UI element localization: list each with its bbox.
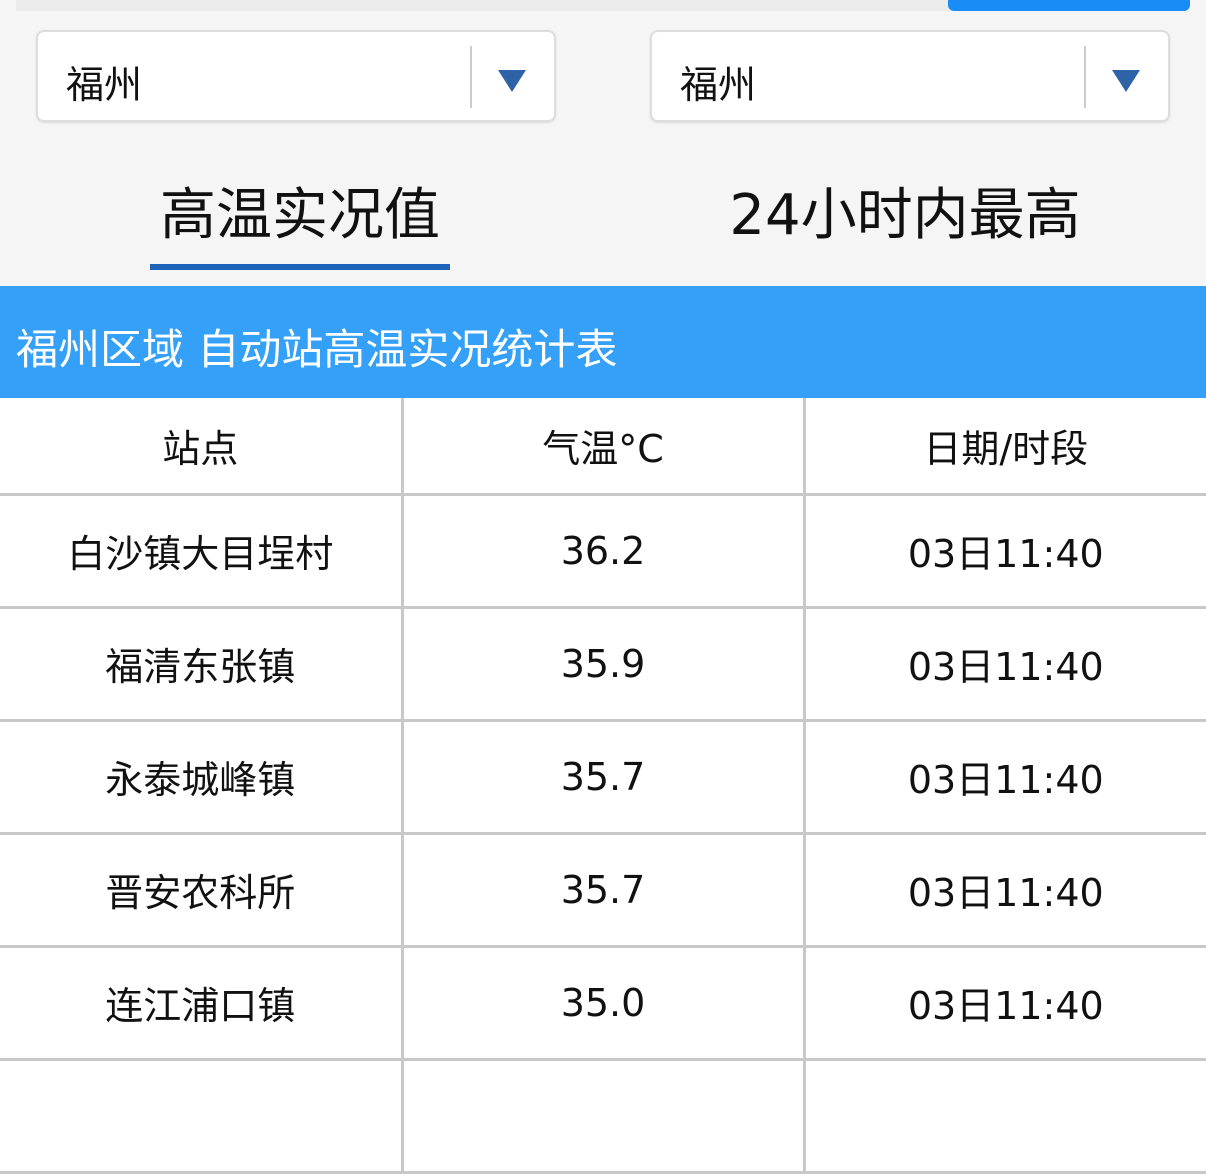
stats-table: 站点 气温°C 日期/时段 白沙镇大目埕村 36.2 03日11:40 福清东张镇 35…	[0, 398, 1206, 1174]
datetime-cell: 03日11:40	[802, 494, 1206, 609]
temperature-cell: 35.9	[400, 607, 806, 722]
column-header: 站点	[0, 398, 404, 496]
chevron-down-icon	[1112, 70, 1140, 92]
temperature-cell: 35.7	[400, 833, 806, 948]
table-row[interactable]: 晋安农科所 35.7 03日11:40	[0, 833, 1206, 948]
tab-realtime-high-temp[interactable]: 高温实况值	[160, 183, 440, 248]
temperature-cell: 35.7	[400, 720, 806, 835]
datetime-cell: 03日11:40	[802, 833, 1206, 948]
column-header: 气温°C	[400, 398, 806, 496]
station-cell: 晋安农科所	[0, 833, 404, 948]
tab-24h-max[interactable]: 24小时内最高	[729, 183, 1081, 248]
divider	[470, 46, 472, 108]
station-cell: 永泰城峰镇	[0, 720, 404, 835]
search-button[interactable]	[948, 0, 1190, 11]
city-select-2[interactable]: 福州	[650, 30, 1170, 122]
datetime-cell: 03日11:40	[802, 720, 1206, 835]
table-row[interactable]: 福清东张镇 35.9 03日11:40	[0, 607, 1206, 722]
station-cell: 白沙镇大目埕村	[0, 494, 404, 609]
select-value: 福州	[680, 63, 757, 107]
city-select-1[interactable]: 福州	[36, 30, 556, 122]
datetime-cell: 03日11:40	[802, 946, 1206, 1061]
station-cell: 连江浦口镇	[0, 946, 404, 1061]
chevron-down-icon	[498, 70, 526, 92]
table-header-row: 站点 气温°C 日期/时段	[0, 398, 1206, 496]
select-value: 福州	[66, 63, 143, 107]
temperature-cell: 36.2	[400, 494, 806, 609]
search-bar[interactable]	[16, 0, 950, 11]
divider	[1084, 46, 1086, 108]
table-row[interactable]: 永泰城峰镇 35.7 03日11:40	[0, 720, 1206, 835]
temperature-cell: 35.0	[400, 946, 806, 1061]
table-title: 福州区域 自动站高温实况统计表	[0, 286, 1206, 398]
table-row[interactable]: 连江浦口镇 35.0 03日11:40	[0, 946, 1206, 1061]
station-cell: 福清东张镇	[0, 607, 404, 722]
active-tab-indicator	[150, 264, 450, 270]
column-header: 日期/时段	[802, 398, 1206, 496]
datetime-cell: 03日11:40	[802, 607, 1206, 722]
table-row[interactable]: 白沙镇大目埕村 36.2 03日11:40	[0, 494, 1206, 609]
table-row	[0, 1059, 1206, 1174]
